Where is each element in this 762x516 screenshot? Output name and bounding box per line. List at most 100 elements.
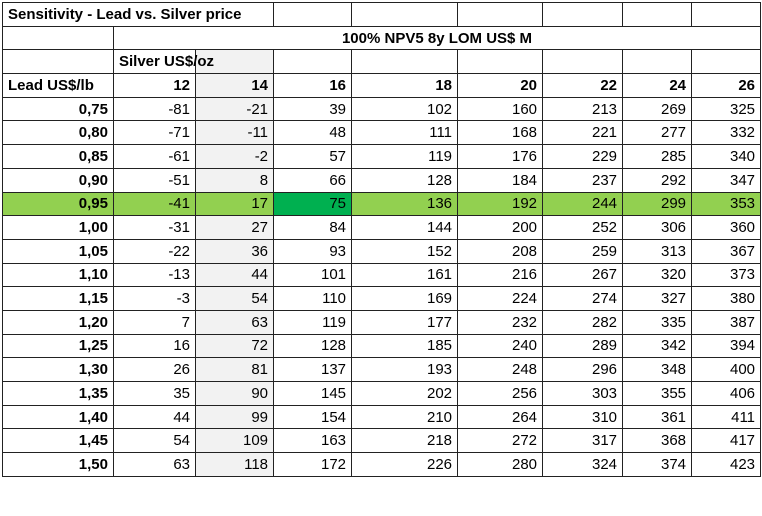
npv-value-cell: 26 [113,357,196,382]
npv-value-cell: 221 [542,120,624,146]
npv-value-cell: 325 [691,96,762,122]
silver-price-header: 24 [622,73,693,98]
table-row: 0,85 -61 -2 57 119 176 229 285 340 [2,144,762,169]
npv-value-cell: 360 [691,215,762,240]
npv-value-cell: 7 [113,309,196,335]
npv-value-cell: 224 [457,286,544,311]
npv-value-cell: -51 [113,167,196,193]
npv-value-cell: 8 [194,167,275,193]
npv-value-cell: 259 [542,238,624,264]
npv-value-cell: 277 [622,120,693,146]
npv-value-cell: 347 [691,167,762,193]
lead-price-cell: 1,50 [2,452,114,477]
empty-cell [273,49,353,75]
npv-value-cell: 310 [542,404,624,430]
npv-value-cell: 332 [691,120,762,146]
npv-value-cell: 306 [622,215,693,240]
npv-value-cell: 299 [622,191,693,217]
lead-axis-label: Lead US$/lb [2,73,114,98]
npv-value-cell: 240 [457,333,544,359]
table-row: 1,45 54 109 163 218 272 317 368 417 [2,428,762,454]
npv-value-cell: -41 [113,191,196,217]
lead-price-cell: 1,00 [2,215,114,240]
lead-price-cell: 0,90 [2,167,114,193]
npv-value-cell: 136 [351,191,459,217]
npv-value-cell: 128 [351,167,459,193]
npv-value-cell: 44 [113,404,196,430]
npv-value-cell: 119 [351,144,459,169]
empty-cell [542,2,624,27]
silver-price-header: 14 [194,73,275,98]
lead-price-cell: 0,85 [2,144,114,169]
empty-cell [457,49,544,75]
table-row: 1,05 -22 36 93 152 208 259 313 367 [2,238,762,264]
npv-value-cell: 185 [351,333,459,359]
npv-value-cell: 411 [691,404,762,430]
npv-value-cell: 317 [542,428,624,454]
table-row: 1,20 7 63 119 177 232 282 335 387 [2,309,762,335]
npv-value-cell: 109 [194,428,275,454]
npv-value-cell: 216 [457,262,544,288]
silver-price-header: 20 [457,73,544,98]
npv-value-cell: 213 [542,96,624,122]
npv-value-cell: 169 [351,286,459,311]
npv-value-cell: 373 [691,262,762,288]
npv-value-cell: 145 [273,381,353,406]
npv-value-cell: 340 [691,144,762,169]
npv-value-cell: 154 [273,404,353,430]
metric-header: 100% NPV5 8y LOM US$ M [112,25,762,51]
npv-value-cell: 400 [691,357,762,382]
npv-value-cell: 248 [457,357,544,382]
npv-value-cell: -81 [113,96,196,122]
npv-value-cell: 39 [273,96,353,122]
npv-value-cell: 193 [351,357,459,382]
npv-value-cell: 292 [622,167,693,193]
npv-value-cell: 267 [542,262,624,288]
lead-price-cell: 1,45 [2,428,114,454]
npv-value-cell: 101 [273,262,353,288]
npv-value-cell: 168 [457,120,544,146]
empty-cell [542,49,624,75]
npv-value-cell: 394 [691,333,762,359]
npv-value-cell: 72 [194,333,275,359]
npv-value-cell: 16 [113,333,196,359]
table-row: 1,40 44 99 154 210 264 310 361 411 [2,404,762,430]
npv-value-cell: 335 [622,309,693,335]
silver-label-row: Silver US$/oz [2,49,762,75]
lead-price-cell: 1,20 [2,309,114,335]
silver-price-header: 26 [691,73,762,98]
npv-value-cell: 210 [351,404,459,430]
npv-value-cell: -3 [113,286,196,311]
lead-price-cell: 1,05 [2,238,114,264]
table-row: 1,10 -13 44 101 161 216 267 320 373 [2,262,762,288]
npv-value-cell: 110 [273,286,353,311]
npv-value-cell: 152 [351,238,459,264]
npv-value-cell: 296 [542,357,624,382]
npv-value-cell: 252 [542,215,624,240]
npv-value-cell: 361 [622,404,693,430]
npv-value-cell: 184 [457,167,544,193]
table-row: 1,25 16 72 128 185 240 289 342 394 [2,333,762,359]
npv-value-cell: 244 [542,191,624,217]
npv-value-cell: 81 [194,357,275,382]
npv-value-cell: 353 [691,191,762,217]
npv-value-cell: -31 [113,215,196,240]
npv-value-cell: 137 [273,357,353,382]
npv-value-cell: 163 [273,428,353,454]
npv-value-cell: 269 [622,96,693,122]
npv-value-cell: 17 [194,191,275,217]
npv-value-cell: 118 [194,452,275,477]
npv-value-cell: 406 [691,381,762,406]
npv-value-cell: 119 [273,309,353,335]
npv-value-cell: 36 [194,238,275,264]
npv-value-cell: 102 [351,96,459,122]
table-row: 1,50 63 118 172 226 280 324 374 423 [2,452,762,477]
silver-price-header: 12 [113,73,196,98]
npv-value-cell: 355 [622,381,693,406]
npv-value-cell: 202 [351,381,459,406]
empty-cell [194,49,275,75]
npv-value-cell: 177 [351,309,459,335]
npv-value-cell: 63 [194,309,275,335]
table-row: 1,30 26 81 137 193 248 296 348 400 [2,357,762,382]
npv-value-cell: 160 [457,96,544,122]
